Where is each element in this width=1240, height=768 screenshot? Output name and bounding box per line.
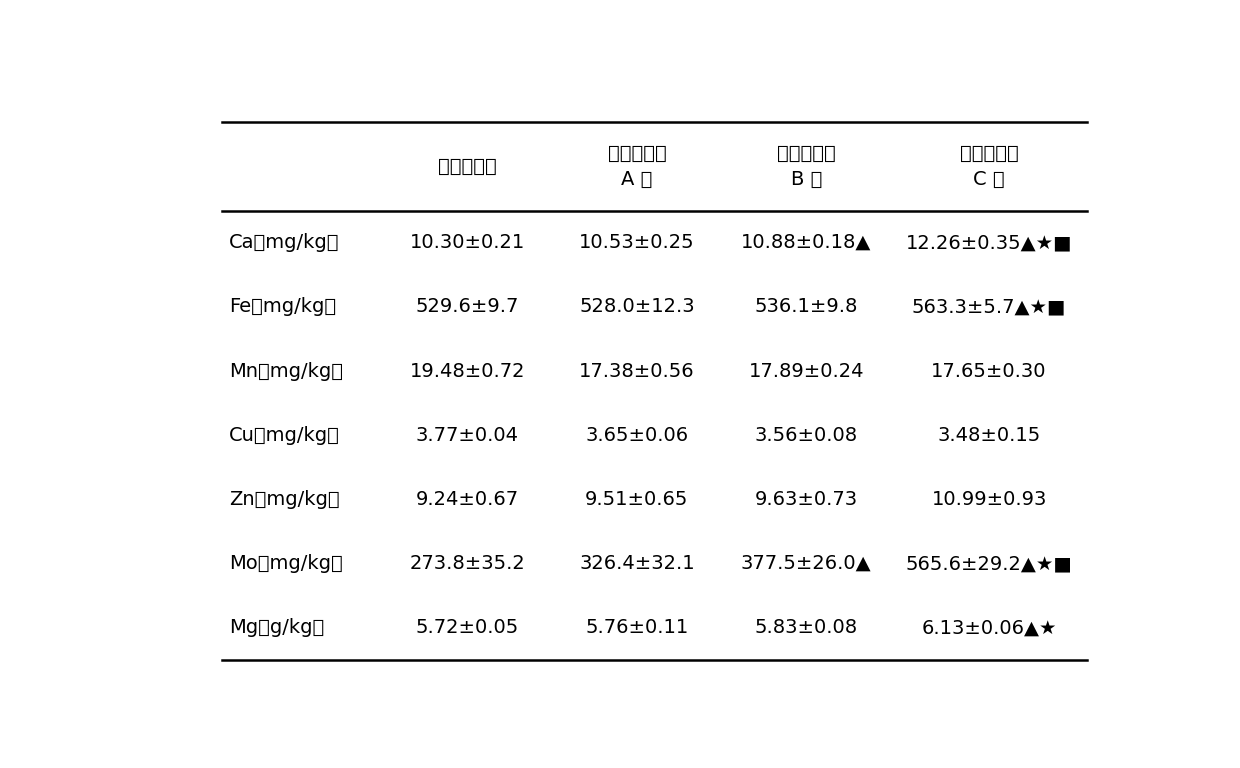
- Text: 10.30±0.21: 10.30±0.21: [410, 233, 525, 252]
- Text: 17.89±0.24: 17.89±0.24: [749, 362, 864, 380]
- Text: 273.8±35.2: 273.8±35.2: [409, 554, 526, 573]
- Text: 377.5±26.0▲: 377.5±26.0▲: [742, 554, 872, 573]
- Text: 10.88±0.18▲: 10.88±0.18▲: [742, 233, 872, 252]
- Text: 复合乳酸菌: 复合乳酸菌: [777, 144, 836, 163]
- Text: 17.65±0.30: 17.65±0.30: [931, 362, 1047, 380]
- Text: 3.48±0.15: 3.48±0.15: [937, 425, 1040, 445]
- Text: Zn（mg/kg）: Zn（mg/kg）: [229, 490, 340, 509]
- Text: 3.65±0.06: 3.65±0.06: [585, 425, 688, 445]
- Text: 9.63±0.73: 9.63±0.73: [755, 490, 858, 509]
- Text: Fe（mg/kg）: Fe（mg/kg）: [229, 297, 336, 316]
- Text: 565.6±29.2▲★■: 565.6±29.2▲★■: [905, 554, 1073, 573]
- Text: 528.0±12.3: 528.0±12.3: [579, 297, 694, 316]
- Text: 9.24±0.67: 9.24±0.67: [415, 490, 520, 509]
- Text: Mg（g/kg）: Mg（g/kg）: [229, 618, 325, 637]
- Text: 10.99±0.93: 10.99±0.93: [931, 490, 1047, 509]
- Text: 3.56±0.08: 3.56±0.08: [755, 425, 858, 445]
- Text: 复合乳酸菌: 复合乳酸菌: [960, 144, 1018, 163]
- Text: 529.6±9.7: 529.6±9.7: [415, 297, 520, 316]
- Text: 5.83±0.08: 5.83±0.08: [755, 618, 858, 637]
- Text: 17.38±0.56: 17.38±0.56: [579, 362, 694, 380]
- Text: 563.3±5.7▲★■: 563.3±5.7▲★■: [911, 297, 1066, 316]
- Text: B 组: B 组: [791, 170, 822, 188]
- Text: 6.13±0.06▲★: 6.13±0.06▲★: [921, 618, 1056, 637]
- Text: C 组: C 组: [973, 170, 1004, 188]
- Text: A 组: A 组: [621, 170, 652, 188]
- Text: 12.26±0.35▲★■: 12.26±0.35▲★■: [906, 233, 1073, 252]
- Text: 19.48±0.72: 19.48±0.72: [409, 362, 526, 380]
- Text: 536.1±9.8: 536.1±9.8: [755, 297, 858, 316]
- Text: 5.76±0.11: 5.76±0.11: [585, 618, 688, 637]
- Text: 9.51±0.65: 9.51±0.65: [585, 490, 688, 509]
- Text: 10.53±0.25: 10.53±0.25: [579, 233, 694, 252]
- Text: Mn（mg/kg）: Mn（mg/kg）: [229, 362, 343, 380]
- Text: Mo（mg/kg）: Mo（mg/kg）: [229, 554, 343, 573]
- Text: 3.77±0.04: 3.77±0.04: [415, 425, 520, 445]
- Text: 5.72±0.05: 5.72±0.05: [415, 618, 520, 637]
- Text: Ca（mg/kg）: Ca（mg/kg）: [229, 233, 340, 252]
- Text: 复合乳酸菌: 复合乳酸菌: [608, 144, 666, 163]
- Text: 326.4±32.1: 326.4±32.1: [579, 554, 694, 573]
- Text: Cu（mg/kg）: Cu（mg/kg）: [229, 425, 340, 445]
- Text: 空白对照组: 空白对照组: [438, 157, 497, 176]
